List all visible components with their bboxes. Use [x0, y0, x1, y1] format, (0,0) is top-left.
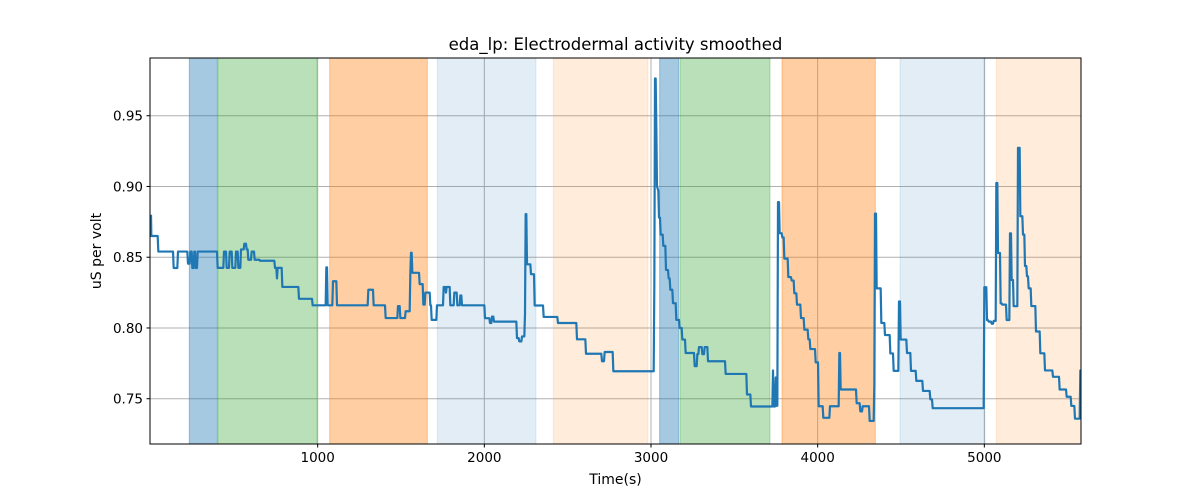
eda-signal-line — [149, 77, 1082, 423]
plot-border — [149, 57, 1082, 445]
grid-layer — [150, 58, 1081, 444]
band-orange-2 — [781, 57, 876, 445]
x-tick-label: 5000 — [967, 450, 1001, 466]
band-green-2 — [679, 57, 771, 445]
y-tick-label: 0.85 — [113, 250, 143, 266]
band-green-1 — [217, 57, 318, 445]
x-tick-label: 4000 — [800, 450, 834, 466]
band-blue-2 — [659, 57, 680, 445]
x-tick-label: 3000 — [634, 450, 668, 466]
axes-spines-layer — [149, 57, 1082, 445]
y-axis-label: uS per volt — [89, 212, 105, 289]
data-line-layer — [149, 77, 1082, 423]
x-tick-label: 1000 — [300, 450, 334, 466]
x-tick-label: 2000 — [467, 450, 501, 466]
y-tick-label: 0.95 — [113, 109, 143, 125]
band-orange-1 — [329, 57, 428, 445]
tick-layer: 1000 2000 3000 4000 5000 0.75 0.80 0.85 0.90 0.95 — [113, 109, 1002, 466]
x-axis-label: Time(s) — [588, 472, 641, 488]
y-tick-label: 0.90 — [113, 179, 143, 195]
band-peach-1 — [552, 57, 649, 445]
chart-title: eda_lp: Electrodermal activity smoothed — [449, 35, 783, 55]
y-tick-label: 0.75 — [113, 392, 143, 408]
band-lightblue-1 — [436, 57, 537, 445]
y-tick-label: 0.80 — [113, 321, 143, 337]
band-lightblue-2 — [899, 57, 986, 445]
